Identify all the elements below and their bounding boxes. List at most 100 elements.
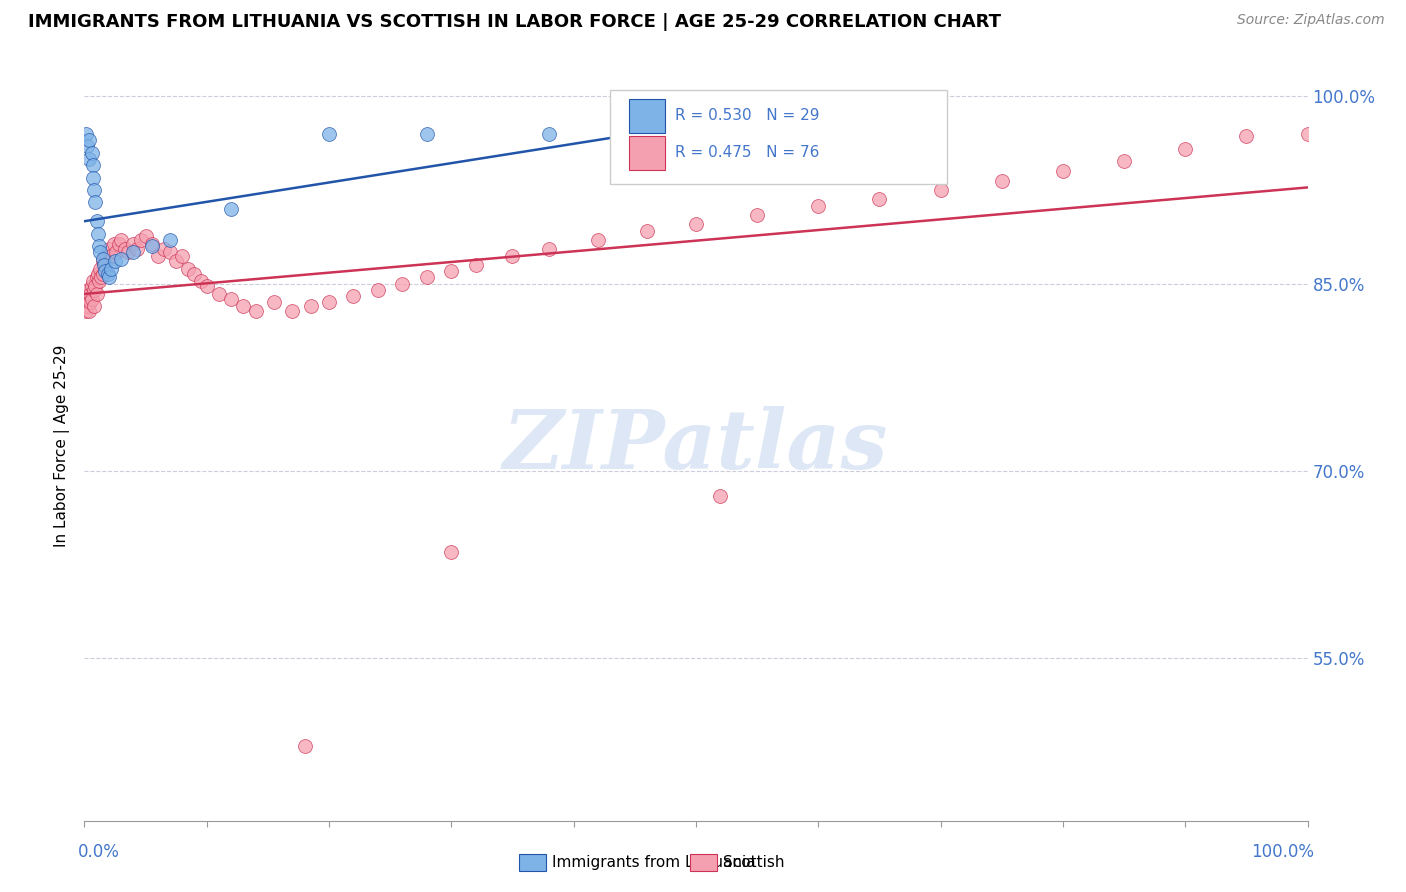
Point: [440, 545, 463, 559]
Point: [86, 270, 108, 285]
Point: [114, 242, 136, 256]
Point: [318, 295, 340, 310]
Point: [75, 304, 97, 318]
Point: [538, 242, 561, 256]
Point: [208, 286, 231, 301]
Point: [141, 239, 163, 253]
Point: [75, 292, 97, 306]
Point: [89, 261, 111, 276]
Point: [135, 229, 157, 244]
Point: [97, 270, 120, 285]
Point: [110, 233, 132, 247]
Point: [281, 304, 304, 318]
Point: [94, 264, 117, 278]
Point: [416, 127, 439, 141]
Point: [77, 292, 100, 306]
Point: [177, 261, 200, 276]
Point: [125, 242, 148, 256]
Point: [79, 286, 101, 301]
Point: [76, 139, 98, 153]
Point: [91, 267, 114, 281]
Point: [83, 283, 105, 297]
Point: [91, 254, 114, 268]
Point: [122, 245, 145, 260]
Point: [82, 170, 104, 185]
Point: [245, 304, 267, 318]
Point: [104, 254, 127, 268]
Point: [82, 274, 104, 288]
Point: [153, 242, 176, 256]
Point: [709, 489, 731, 503]
Point: [84, 279, 107, 293]
Point: [76, 289, 98, 303]
Text: 100.0%: 100.0%: [1251, 843, 1313, 861]
Point: [342, 289, 364, 303]
Point: [263, 295, 285, 310]
Point: [75, 127, 97, 141]
Point: [94, 258, 117, 272]
Point: [141, 236, 163, 251]
Text: R = 0.530   N = 29: R = 0.530 N = 29: [675, 108, 820, 123]
Point: [391, 277, 413, 291]
Point: [172, 249, 194, 263]
Text: R = 0.475   N = 76: R = 0.475 N = 76: [675, 145, 820, 161]
Point: [100, 249, 122, 263]
Point: [747, 208, 769, 222]
Text: Immigrants from Lithuania: Immigrants from Lithuania: [551, 855, 755, 870]
Point: [91, 252, 114, 266]
Point: [146, 249, 169, 263]
Point: [991, 174, 1014, 188]
Point: [685, 217, 707, 231]
Point: [82, 158, 104, 172]
Point: [97, 242, 120, 256]
Point: [105, 245, 128, 260]
Point: [416, 270, 439, 285]
Point: [90, 270, 112, 285]
Point: [122, 236, 145, 251]
Point: [183, 267, 205, 281]
Point: [165, 254, 187, 268]
Point: [87, 227, 110, 241]
Point: [129, 233, 152, 247]
Point: [219, 292, 242, 306]
Point: [440, 264, 463, 278]
Point: [502, 249, 524, 263]
Point: [89, 245, 111, 260]
Bar: [690, 855, 717, 871]
Point: [1236, 129, 1258, 144]
Point: [1296, 127, 1319, 141]
Point: [77, 152, 100, 166]
Point: [929, 183, 952, 197]
Point: [190, 274, 212, 288]
Point: [538, 127, 561, 141]
Point: [87, 267, 110, 281]
Text: 0.0%: 0.0%: [79, 843, 120, 861]
Point: [87, 274, 110, 288]
Point: [232, 299, 254, 313]
Text: ZIPatlas: ZIPatlas: [503, 406, 889, 486]
Point: [83, 183, 105, 197]
Point: [110, 252, 132, 266]
Point: [1174, 142, 1197, 156]
Point: [77, 304, 100, 318]
Point: [84, 195, 107, 210]
Point: [80, 279, 103, 293]
Point: [97, 267, 120, 281]
Point: [586, 233, 609, 247]
FancyBboxPatch shape: [610, 90, 946, 184]
Point: [464, 258, 486, 272]
Point: [117, 245, 139, 260]
Point: [96, 249, 118, 263]
Point: [93, 258, 115, 272]
Point: [159, 245, 181, 260]
Text: Scottish: Scottish: [723, 855, 785, 870]
Bar: [519, 855, 546, 871]
Bar: [628, 99, 665, 133]
Point: [807, 199, 830, 213]
Point: [747, 127, 769, 141]
Point: [107, 236, 129, 251]
Point: [159, 233, 181, 247]
Point: [83, 299, 105, 313]
Text: IMMIGRANTS FROM LITHUANIA VS SCOTTISH IN LABOR FORCE | AGE 25-29 CORRELATION CHA: IMMIGRANTS FROM LITHUANIA VS SCOTTISH IN…: [28, 13, 1001, 31]
Point: [86, 214, 108, 228]
